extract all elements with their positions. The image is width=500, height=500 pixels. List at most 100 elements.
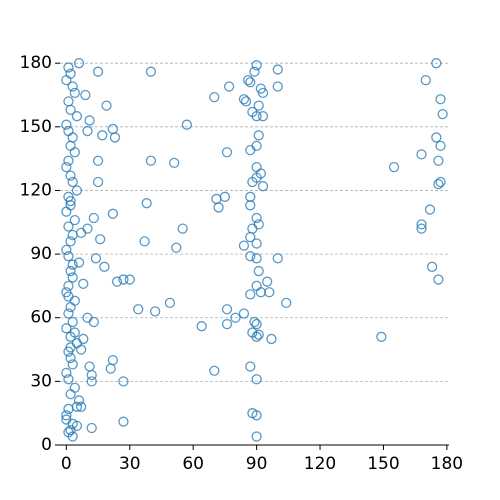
point [61, 414, 72, 425]
point [84, 115, 95, 126]
point [253, 265, 264, 277]
point [63, 221, 74, 232]
point [99, 261, 110, 272]
point [67, 132, 78, 143]
point [251, 374, 262, 385]
point [67, 259, 78, 270]
point [118, 376, 129, 387]
point [272, 64, 283, 75]
point [75, 344, 87, 355]
point [245, 145, 256, 156]
point [249, 316, 260, 328]
point [253, 329, 264, 340]
point [257, 181, 269, 192]
point [251, 318, 262, 330]
point [73, 58, 85, 69]
point [88, 316, 99, 328]
point [245, 231, 256, 243]
point [61, 206, 72, 217]
y-tick-label: 0 [41, 435, 52, 455]
point [84, 361, 95, 372]
point [431, 132, 442, 143]
point [433, 178, 444, 190]
point [245, 77, 256, 88]
point [221, 304, 233, 315]
point [67, 81, 78, 92]
point [209, 365, 220, 376]
point [61, 323, 72, 334]
point [61, 161, 72, 173]
point [82, 223, 93, 234]
point [65, 265, 76, 277]
point [424, 204, 436, 215]
point [251, 60, 262, 71]
point [240, 96, 252, 107]
point [65, 342, 76, 353]
point [67, 359, 78, 370]
point [257, 111, 269, 122]
x-tick-label: 120 [304, 454, 336, 474]
y-tick-label: 120 [20, 180, 52, 200]
point [272, 81, 283, 92]
point [251, 238, 262, 249]
point [92, 155, 104, 166]
point [251, 253, 262, 264]
x-tick-label: 0 [61, 454, 72, 474]
point [65, 68, 76, 79]
point [107, 123, 119, 135]
point [88, 212, 99, 224]
point [63, 291, 74, 302]
point [388, 161, 400, 173]
point [141, 198, 152, 209]
y-tick-label: 30 [30, 371, 52, 391]
point [61, 244, 72, 255]
point [65, 236, 76, 247]
point [63, 62, 74, 73]
point [65, 170, 76, 181]
point [433, 155, 444, 166]
point [223, 81, 235, 92]
point [272, 253, 283, 264]
point [416, 223, 427, 234]
x-tick-label: 60 [182, 454, 204, 474]
point [63, 155, 74, 166]
point [245, 289, 256, 300]
point [69, 327, 80, 338]
y-tick-label: 90 [30, 244, 52, 264]
point [65, 104, 76, 115]
point [63, 280, 74, 292]
point [71, 420, 83, 432]
point [109, 132, 121, 143]
point [107, 208, 119, 219]
point [251, 161, 262, 173]
point [177, 223, 188, 234]
point [69, 147, 80, 158]
point [65, 140, 76, 152]
point [145, 155, 157, 166]
point [69, 295, 80, 306]
point [118, 274, 129, 285]
point [63, 427, 74, 438]
point [65, 425, 76, 436]
point [169, 157, 180, 169]
point [69, 382, 80, 393]
point [73, 257, 85, 268]
point [124, 274, 135, 285]
y-tick-label: 60 [30, 308, 52, 328]
point [251, 111, 262, 122]
point [196, 321, 207, 332]
point [101, 100, 112, 111]
point [416, 149, 427, 160]
point [219, 191, 231, 202]
point [63, 308, 74, 319]
point [65, 352, 76, 364]
point [238, 308, 250, 319]
point [133, 304, 144, 315]
point [230, 312, 241, 323]
point [63, 125, 74, 137]
point [416, 219, 427, 230]
point [86, 422, 97, 434]
point [245, 200, 256, 211]
point [435, 94, 446, 105]
y-tick-label: 180 [20, 53, 52, 73]
